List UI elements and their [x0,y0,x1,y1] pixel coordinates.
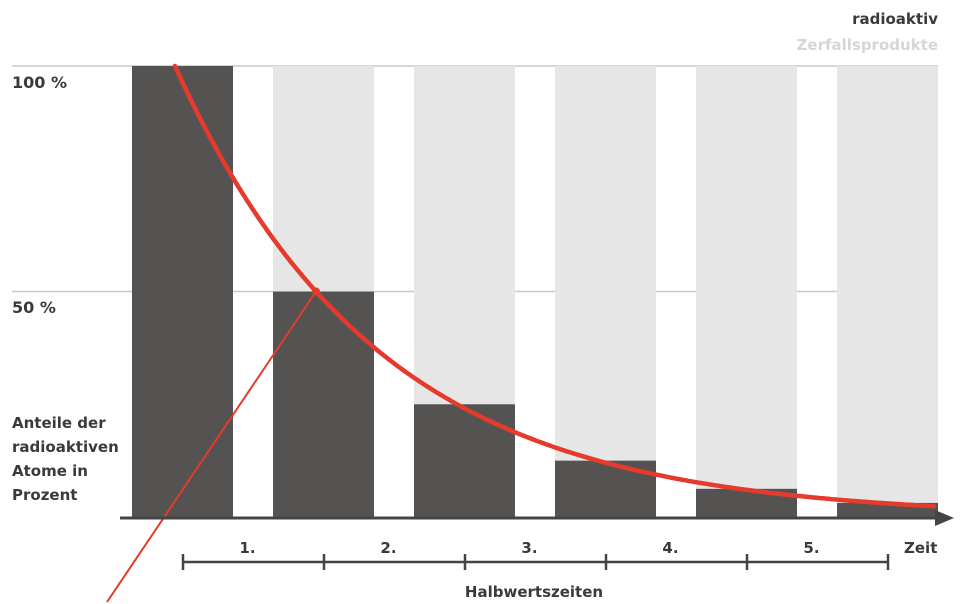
ylabel-line-1: Anteile der [12,414,106,432]
x-axis-arrow-icon [935,510,954,526]
bar-radioaktiv-1 [132,66,233,517]
period-label-5: 5. [803,539,819,557]
decay-curve [172,63,937,509]
bars [132,66,938,517]
xlabel-zeit: Zeit [904,539,937,557]
ylabel-line-2: radioaktiven [12,438,119,456]
ytick-label-100: 100 % [12,73,67,92]
ytick-label-50: 50 % [12,298,56,317]
bar-zerfallsprodukte-5 [696,66,797,489]
period-label-4: 4. [662,539,678,557]
bar-zerfallsprodukte-3 [414,66,515,405]
legend-zerfallsprodukte: Zerfallsprodukte [797,36,938,54]
legend-radioaktiv: radioaktiv [852,10,938,28]
half-life-tangent-line [106,290,317,603]
bar-radioaktiv-3 [414,404,515,517]
bar-zerfallsprodukte-2 [273,66,374,292]
period-label-3: 3. [521,539,537,557]
bar-radioaktiv-2 [273,291,374,517]
period-label-1: 1. [239,539,255,557]
half-life-periods: 1. 2. 3. 4. 5. [181,539,890,570]
half-life-marker-dot [312,287,320,296]
bar-zerfallsprodukte-4 [555,66,656,461]
ylabel-line-3: Atome in [12,462,88,480]
period-label-2: 2. [380,539,396,557]
bar-zerfallsprodukte-6 [837,66,938,503]
ylabel-line-4: Prozent [12,486,77,504]
decay-curve-layer [106,63,954,603]
period-axis-label: Halbwertszeiten [465,583,603,601]
